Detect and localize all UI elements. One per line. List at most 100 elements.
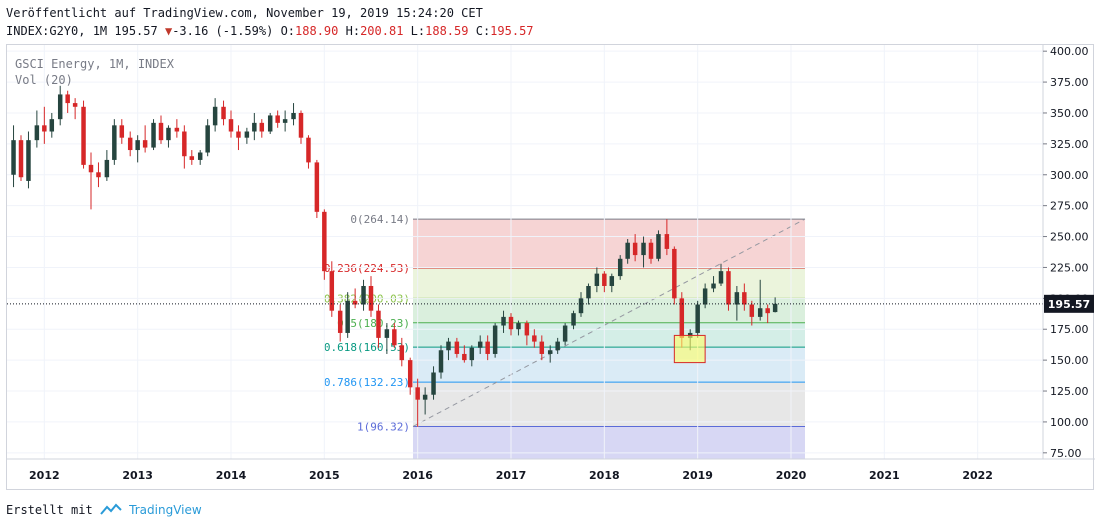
footer: Erstellt mit TradingView (6, 500, 202, 517)
x-tick-label: 2012 (29, 469, 60, 482)
candle-body (485, 341, 490, 354)
candle-body (555, 341, 560, 351)
candle-body (516, 323, 521, 330)
close-label: C: (475, 24, 491, 38)
candle-body (361, 285, 366, 305)
candle-body (259, 122, 265, 132)
open-value: 188.90 (295, 24, 339, 38)
chart-header: Veröffentlicht auf TradingView.com, Nove… (6, 5, 534, 39)
candles (11, 85, 778, 427)
fibonacci-retracement[interactable]: 0(264.14)0.236(224.53)0.382(200.03)0.5(1… (324, 213, 806, 459)
candle-body (632, 242, 638, 256)
fib-band (413, 219, 805, 269)
candle-body (431, 372, 436, 395)
price-change: -3.16 (-1.59%) (172, 24, 274, 38)
candle-body (648, 242, 654, 259)
y-tick-label: 125.00 (1050, 385, 1089, 398)
tradingview-logo-icon[interactable] (100, 502, 122, 516)
candle-body (88, 164, 94, 173)
candle-body (119, 125, 125, 138)
candle-body (65, 94, 70, 104)
x-tick-label: 2015 (309, 469, 340, 482)
candle-body (718, 271, 724, 284)
y-tick-label: 175.00 (1050, 323, 1089, 336)
highlight-rectangle (673, 334, 706, 364)
candle-body (407, 360, 413, 388)
candle-body (275, 115, 280, 123)
candle-body (81, 106, 86, 165)
candle-body (617, 258, 623, 277)
fib-band (413, 298, 805, 323)
candle-body (205, 125, 210, 153)
tradingview-brand-link[interactable]: TradingView (129, 503, 202, 517)
candle-body (306, 137, 311, 163)
candle-body (182, 131, 187, 157)
candle-body (322, 211, 327, 272)
fib-band (413, 347, 805, 383)
candle-body (212, 106, 218, 126)
candle-body (104, 159, 110, 178)
fib-band (413, 322, 805, 348)
candle-body (757, 308, 763, 317)
candle-body (18, 140, 24, 178)
candle-body (586, 285, 591, 299)
candle-body (142, 140, 148, 148)
candle-body (236, 131, 241, 138)
candle-body (446, 341, 451, 351)
candle-body (711, 283, 716, 289)
candle-body (422, 394, 428, 400)
symbol-info: INDEX:G2Y0, 1M 195.57 (6, 24, 158, 38)
x-tick-label: 2018 (589, 469, 620, 482)
candle-body (508, 316, 514, 330)
candle-body (726, 271, 731, 305)
candle-body (679, 298, 685, 338)
candle-body (501, 316, 506, 326)
candle-body (625, 242, 630, 259)
candle-body (337, 310, 343, 333)
candle-body (702, 288, 708, 305)
candlestick-chart[interactable]: 0(264.14)0.236(224.53)0.382(200.03)0.5(1… (7, 45, 1095, 491)
candle-body (49, 119, 55, 132)
candle-body (772, 303, 778, 313)
candle-body (562, 325, 568, 342)
candle-body (594, 273, 600, 286)
candle-body (664, 234, 670, 249)
x-tick-label: 2019 (682, 469, 713, 482)
candle-body (384, 329, 390, 338)
candle-body (228, 119, 234, 132)
chart-overlays (7, 303, 1043, 364)
y-tick-label: 275.00 (1050, 200, 1089, 213)
x-tick-label: 2021 (869, 469, 900, 482)
high-label: H: (345, 24, 361, 38)
y-tick-label: 150.00 (1050, 354, 1089, 367)
candle-body (376, 310, 381, 338)
chart-frame[interactable]: 0(264.14) 0.236(224.53) 0.382(200.03) 0.5(1… (6, 44, 1095, 491)
y-tick-label: 225.00 (1050, 261, 1089, 274)
candle-body (345, 300, 350, 333)
candle-body (454, 341, 460, 354)
candle-body (734, 292, 740, 305)
fib-level-label: 0.236(224.53) (324, 262, 410, 275)
x-tick-label: 2020 (776, 469, 807, 482)
created-with-label: Erstellt mit (6, 503, 93, 517)
candle-body (547, 350, 553, 354)
x-tick-label: 2017 (496, 469, 527, 482)
candle-body (282, 119, 288, 123)
candle-body (368, 285, 374, 311)
candle-body (524, 323, 530, 336)
candle-body (602, 273, 607, 286)
x-tick-label: 2016 (402, 469, 433, 482)
candle-body (291, 112, 296, 120)
close-value: 195.57 (490, 24, 534, 38)
candle-body (57, 94, 63, 120)
candle-body (656, 234, 661, 259)
y-tick-label: 400.00 (1050, 45, 1089, 58)
low-label: L: (410, 24, 426, 38)
legend-title: GSCI Energy, 1M, INDEX (15, 57, 175, 71)
axes: 75.00100.00125.00150.00175.00200.00225.0… (7, 45, 1095, 482)
y-tick-label: 250.00 (1050, 231, 1089, 244)
x-tick-label: 2013 (122, 469, 153, 482)
y-tick-label: 375.00 (1050, 76, 1089, 89)
candle-body (197, 152, 203, 160)
candle-body (462, 353, 467, 361)
